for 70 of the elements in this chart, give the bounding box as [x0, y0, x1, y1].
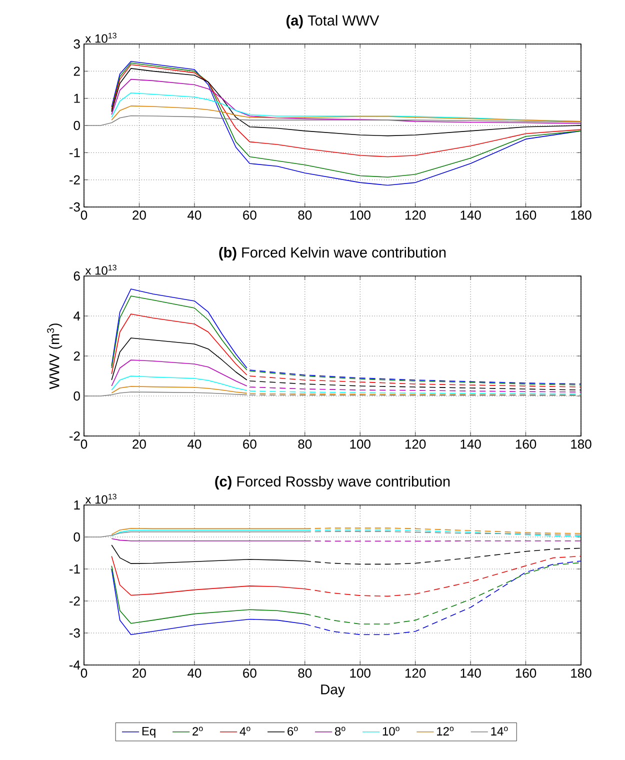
line-series — [111, 376, 248, 391]
x-tick-label: 20 — [132, 668, 146, 678]
text: x 10$^{13}$ — [85, 264, 116, 275]
x-tick-label: 60 — [243, 668, 256, 678]
x-axis-title: Day — [321, 684, 345, 698]
y-tick-label: -2 — [69, 596, 80, 606]
y-axis-title: WWV (m$^{3}$) — [47, 324, 62, 390]
y-tick-label: -4 — [69, 660, 80, 670]
x-tick-label: 180 — [571, 210, 592, 220]
x-tick-label: 100 — [350, 668, 370, 678]
y-tick-label: 0 — [74, 120, 80, 130]
y-tick-label: 6 — [74, 271, 80, 281]
x-tick-label: 120 — [405, 668, 426, 678]
legend-label: 10$^{o}$ — [382, 726, 400, 736]
y-tick-label: -3 — [69, 202, 80, 212]
x-tick-label: 80 — [298, 668, 312, 678]
x-tick-label: 100 — [350, 440, 370, 449]
text: x 10$^{13}$ — [85, 32, 116, 43]
legend-label: 12$^{o}$ — [437, 726, 454, 736]
x-tick-label: 140 — [460, 210, 481, 220]
legend-label: 6$^{o}$ — [288, 726, 298, 736]
y-tick-label: -1 — [69, 148, 80, 158]
legend-label: 14$^{o}$ — [491, 726, 508, 736]
y-tick-label: -2 — [69, 431, 80, 441]
y-tick-label: 0 — [74, 532, 80, 542]
x-tick-label: 80 — [298, 440, 312, 449]
legend-label: Eq — [142, 727, 156, 738]
y-tick-label: -3 — [69, 628, 80, 638]
y-tick-label: 2 — [74, 66, 80, 76]
x-tick-label: 80 — [298, 210, 312, 220]
y-tick-label: -1 — [69, 564, 80, 574]
y-tick-label: 0 — [74, 391, 80, 401]
x-tick-label: 40 — [188, 668, 202, 678]
legend-label: 4$^{o}$ — [240, 726, 250, 736]
y-tick-label: 4 — [74, 312, 80, 320]
x-tick-label: 140 — [460, 668, 481, 678]
legend-label: 2$^{o}$ — [192, 726, 203, 736]
text: x 10$^{13}$ — [85, 494, 116, 504]
x-tick-label: 60 — [243, 440, 256, 449]
line-series — [111, 106, 581, 122]
y-tick-label: 1 — [74, 500, 80, 510]
x-tick-label: 0 — [80, 440, 88, 449]
y-tick-label: 1 — [74, 94, 80, 103]
y-tick-label: -2 — [69, 175, 80, 184]
x-tick-label: 160 — [516, 210, 536, 220]
chart-title: (a) Total WWV — [286, 14, 380, 28]
x-tick-label: 160 — [516, 668, 536, 678]
x-tick-label: 100 — [350, 210, 370, 220]
x-tick-label: 140 — [460, 440, 481, 449]
line-series — [111, 78, 581, 124]
x-tick-label: 160 — [516, 440, 536, 449]
y-tick-label: 2 — [74, 351, 80, 361]
x-tick-label: 0 — [80, 668, 88, 678]
legend-label: 8$^{o}$ — [335, 726, 346, 736]
x-tick-label: 20 — [132, 440, 146, 449]
x-tick-label: 120 — [405, 210, 426, 220]
chart-title: (b) Forced Kelvin wave contribution — [219, 246, 446, 260]
x-tick-label: 40 — [188, 210, 202, 220]
x-tick-label: 20 — [132, 210, 146, 220]
line-series — [111, 338, 248, 380]
x-tick-label: 180 — [571, 440, 592, 449]
x-tick-label: 120 — [405, 440, 426, 449]
x-tick-label: 40 — [188, 440, 202, 449]
line-series — [111, 64, 581, 158]
chart-title: (c) Forced Rossby wave contribution — [215, 476, 450, 490]
x-tick-label: 60 — [243, 210, 256, 220]
x-tick-label: 0 — [80, 210, 88, 220]
y-tick-label: 3 — [74, 39, 80, 49]
line-series — [111, 386, 248, 394]
x-tick-label: 180 — [571, 668, 592, 678]
